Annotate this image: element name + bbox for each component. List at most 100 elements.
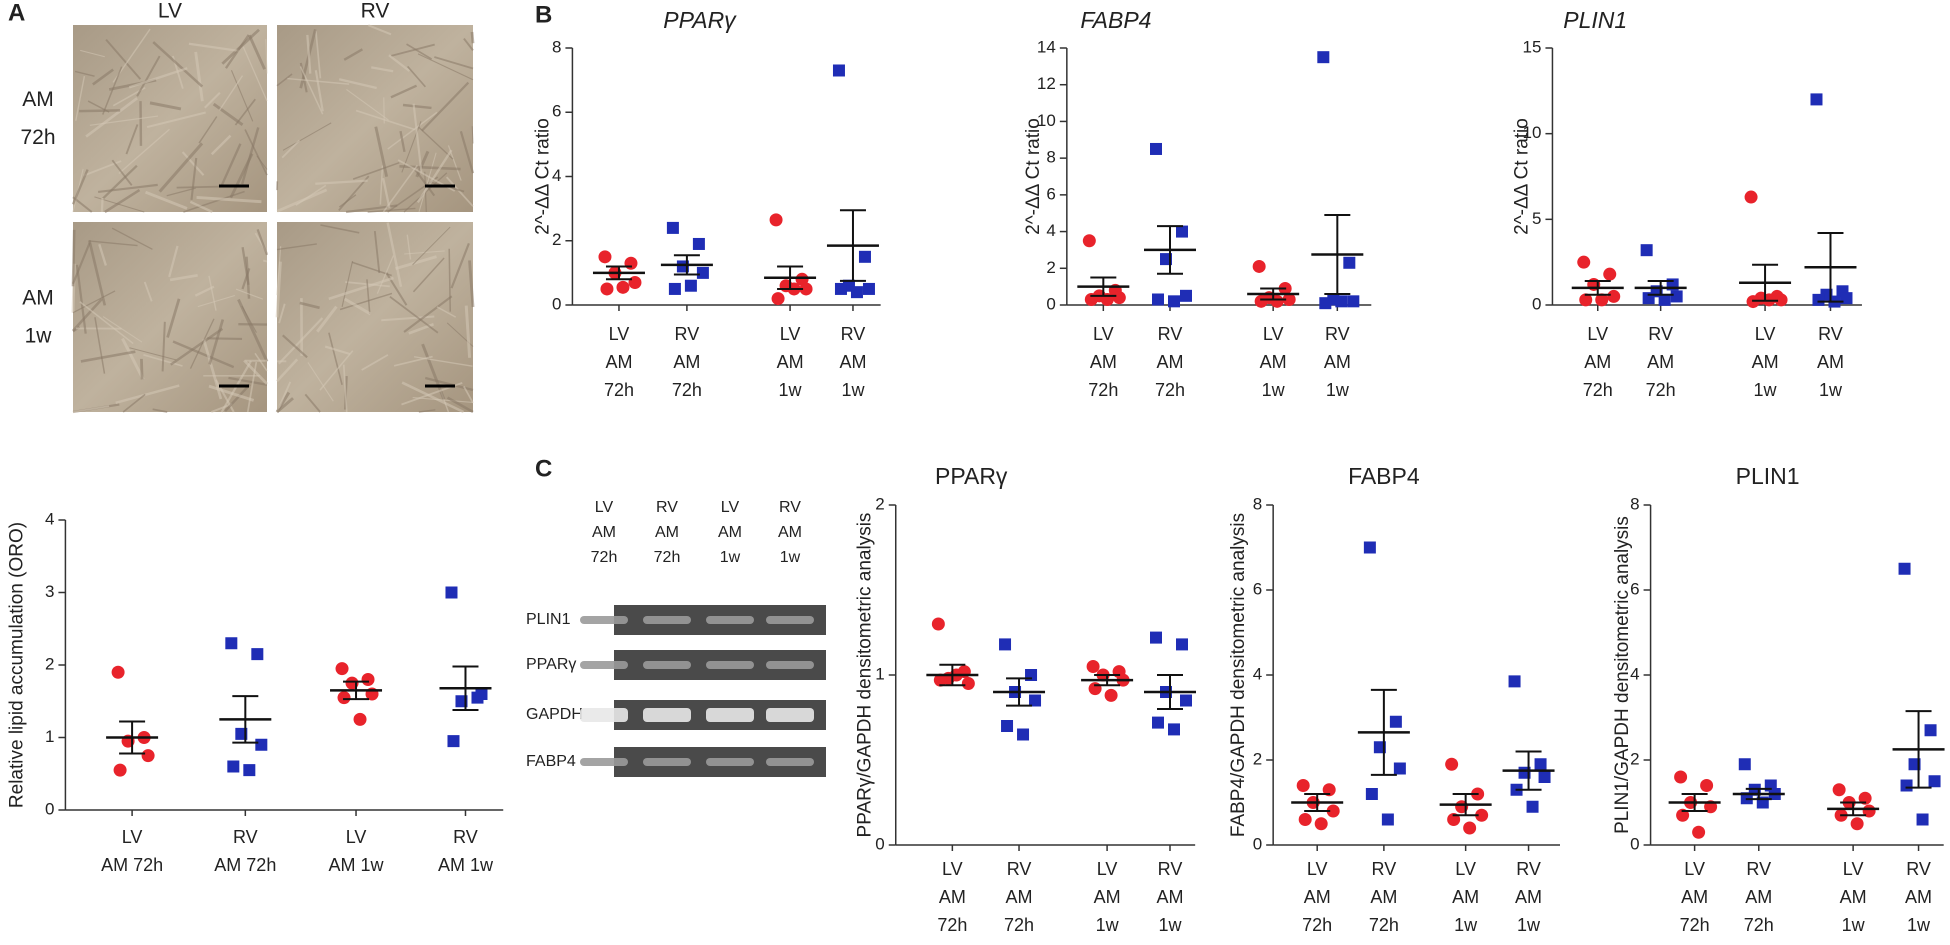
x-tick-label: AM <box>939 887 966 907</box>
cell-texture <box>402 103 432 110</box>
cell-texture <box>196 195 262 204</box>
blot-band <box>643 661 691 669</box>
data-point <box>353 712 367 726</box>
data-point <box>1254 294 1268 308</box>
y-tick-label: 8 <box>1630 494 1639 513</box>
cell-texture <box>102 66 123 115</box>
data-point <box>666 221 679 234</box>
data-point <box>832 64 845 77</box>
chart: 0 2 4 6 8 10 12 14 FABP4 2^-ΔΔ Ct ratio LV AM 72h RV A… <box>1023 7 1372 400</box>
y-axis-label: 2^-ΔΔ Ct ratio <box>1023 118 1044 235</box>
data-point <box>475 688 488 700</box>
x-tick-label: RV <box>675 324 700 344</box>
cell-texture <box>210 134 232 156</box>
cell-texture <box>276 397 294 414</box>
blot-column-label: AM <box>592 524 616 541</box>
cell-texture <box>470 31 475 44</box>
x-tick-label: 72h <box>1583 380 1613 400</box>
cell-texture <box>168 245 179 278</box>
x-tick-label: LV <box>1263 324 1284 344</box>
x-tick-label: RV <box>1158 324 1183 344</box>
x-tick-label: RV <box>1158 859 1183 879</box>
data-point <box>1252 259 1266 273</box>
data-point <box>243 764 256 777</box>
cell-texture <box>241 305 257 333</box>
blot-band <box>643 616 691 624</box>
cell-texture <box>463 385 474 404</box>
cell-texture <box>282 334 308 359</box>
blot-band <box>706 661 754 669</box>
cell-texture <box>183 190 245 213</box>
x-tick-label: AM <box>1584 352 1611 372</box>
x-tick-label: LV <box>122 827 143 847</box>
cell-texture <box>328 332 343 386</box>
cell-texture <box>265 39 268 74</box>
data-point <box>1314 817 1328 831</box>
cell-texture <box>373 230 381 274</box>
cell-texture <box>161 321 166 372</box>
cell-texture <box>436 306 457 318</box>
cell-texture <box>248 34 266 70</box>
cell-texture <box>366 279 371 315</box>
x-tick-label: 1w <box>1454 915 1478 935</box>
cell-texture <box>459 130 475 174</box>
x-tick-label: AM <box>839 352 866 372</box>
x-tick-label: LV <box>346 827 367 847</box>
data-point <box>1088 682 1102 696</box>
data-point <box>862 282 875 295</box>
image-row-label: AM <box>22 287 54 310</box>
data-point <box>1168 723 1180 736</box>
data-point <box>1389 715 1402 728</box>
cell-texture <box>194 285 215 297</box>
data-point <box>1577 255 1591 269</box>
cell-texture <box>388 54 411 72</box>
cell-texture <box>152 408 168 413</box>
data-point <box>1812 293 1825 306</box>
cell-texture <box>80 49 105 58</box>
y-tick-label: 6 <box>1253 579 1262 598</box>
cell-texture <box>386 222 403 287</box>
x-tick-label: RV <box>1818 324 1843 344</box>
data-point <box>1579 293 1593 307</box>
data-point <box>1298 813 1312 826</box>
data-point <box>1112 291 1126 305</box>
cell-texture <box>170 327 224 366</box>
micrograph <box>277 222 473 412</box>
cell-texture <box>98 243 107 266</box>
x-tick-label: RV <box>841 324 866 344</box>
data-point <box>769 213 783 227</box>
x-tick-label: AM <box>673 352 700 372</box>
cell-texture <box>415 150 430 178</box>
x-tick-label: LV <box>1587 324 1608 344</box>
cell-texture <box>319 350 354 391</box>
cell-texture <box>445 176 474 207</box>
data-point <box>858 250 871 263</box>
y-tick-label: 2 <box>45 654 54 673</box>
y-axis-label: PLIN1/GAPDH densitometric analysis <box>1612 516 1633 834</box>
cell-texture <box>468 260 475 308</box>
x-tick-label: 72h <box>1155 380 1185 400</box>
cell-texture <box>158 142 204 193</box>
chart: 0 1 2 3 4 Relative lipid accumulation (ORO) LV… <box>7 509 504 875</box>
data-point <box>1526 800 1539 813</box>
x-tick-label: 1w <box>1754 380 1778 400</box>
blot-row-label: PLIN1 <box>526 611 571 628</box>
cell-texture <box>254 352 268 372</box>
data-point <box>1152 716 1164 729</box>
y-tick-label: 12 <box>1037 74 1056 93</box>
data-point <box>1900 779 1913 792</box>
cell-texture <box>128 67 188 89</box>
y-tick-label: 2 <box>875 494 884 513</box>
image-row-label: 1w <box>25 325 53 348</box>
data-point <box>1381 813 1394 826</box>
cell-texture <box>401 381 465 414</box>
data-point <box>1347 295 1360 308</box>
x-tick-label: RV <box>1906 859 1931 879</box>
x-tick-label: AM 72h <box>214 855 276 875</box>
cell-texture <box>80 350 136 363</box>
x-tick-label: RV <box>1516 859 1541 879</box>
cell-texture <box>389 295 439 334</box>
cell-texture <box>324 345 351 355</box>
cell-texture <box>169 274 198 282</box>
cell-texture <box>407 65 426 88</box>
